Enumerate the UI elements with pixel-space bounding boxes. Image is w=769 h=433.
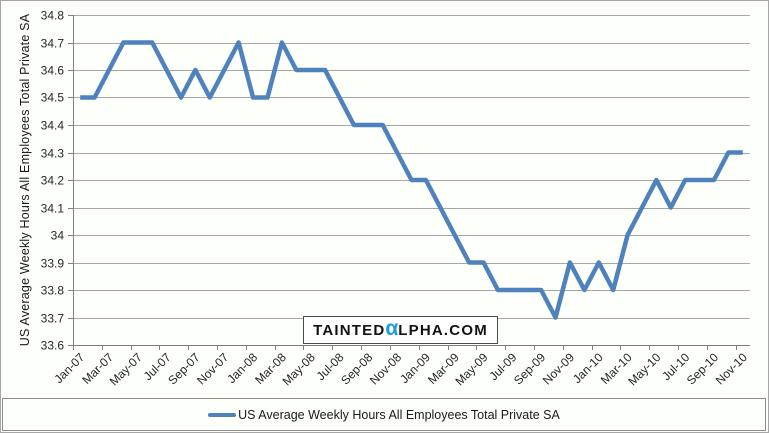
x-tick-label: Nov-10: [713, 350, 750, 387]
legend: US Average Weekly Hours All Employees To…: [2, 398, 766, 431]
x-tick-label: Nov-08: [367, 350, 404, 387]
y-tick-label: 34.5: [41, 91, 65, 105]
watermark: TAINTED α LPHA.COM: [303, 316, 498, 344]
x-tick-label: May-07: [107, 350, 145, 388]
x-tick-label: Nov-07: [194, 350, 231, 387]
legend-label: US Average Weekly Hours All Employees To…: [238, 407, 560, 422]
y-tick-label: 34.7: [41, 37, 65, 51]
y-tick-label: 34.4: [41, 119, 65, 133]
y-tick-label: 33.6: [41, 339, 65, 353]
x-tick-label: Nov-09: [540, 350, 577, 387]
y-tick-label: 34.6: [41, 64, 65, 78]
watermark-text-before: TAINTED: [313, 321, 386, 339]
watermark-text-after: LPHA.COM: [398, 321, 488, 339]
y-tick-label: 33.8: [41, 284, 65, 298]
y-tick-label: 34.3: [41, 147, 65, 161]
y-tick-label: 34.2: [41, 174, 65, 188]
data-series-line: [80, 40, 743, 320]
x-tick-label: May-08: [280, 350, 318, 388]
y-tick-label: 34.1: [41, 202, 65, 216]
legend-line-swatch: [208, 412, 237, 417]
y-tick-label: 33.9: [41, 257, 65, 271]
x-tick-label: May-10: [625, 350, 663, 388]
y-tick-label: 34.8: [41, 9, 65, 23]
watermark-alpha-glyph: α: [385, 317, 399, 340]
x-tick-label: May-09: [452, 350, 490, 388]
y-tick-label: 33.7: [41, 312, 65, 326]
y-tick-label: 34: [51, 229, 65, 243]
